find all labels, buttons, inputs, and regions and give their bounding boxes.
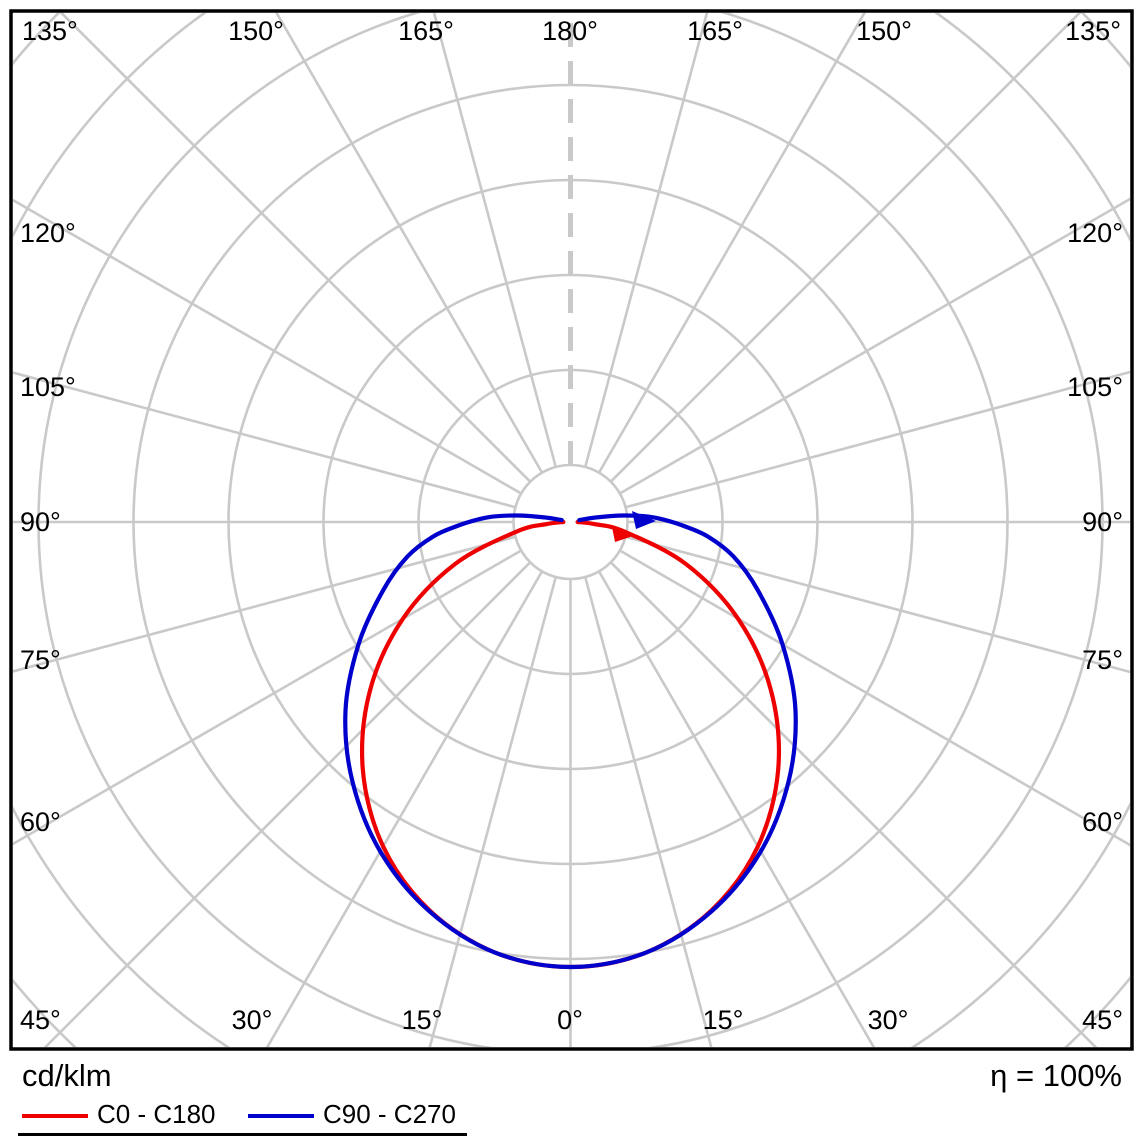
intensity-curves (343, 511, 798, 970)
angle-label: 120° (20, 218, 76, 248)
legend-underline (18, 1133, 467, 1136)
angle-label: 60° (20, 807, 61, 837)
angle-label: 165° (687, 16, 743, 46)
grid-radial-line (13, 198, 522, 495)
angle-label: 90° (20, 507, 61, 537)
angle-label: 15° (703, 1005, 744, 1035)
angle-label: 135° (1065, 16, 1121, 46)
grid-radial-line (59, 13, 532, 483)
grid-radial-line (609, 561, 1098, 1047)
angle-label: 105° (20, 372, 76, 402)
angle-label: 75° (1082, 645, 1123, 675)
grid-radial-line (13, 549, 522, 846)
grid-radial-line (275, 13, 544, 474)
grid-radial-line (432, 13, 558, 468)
grid-radial-line (597, 13, 866, 474)
grid-radial-line (625, 370, 1130, 509)
curve-arrow-c0-icon (612, 527, 636, 542)
grid-radial-line (13, 371, 516, 509)
grid-radial-line (625, 535, 1130, 674)
legend-swatch-c90 (248, 1114, 314, 1118)
angle-label: 15° (402, 1005, 443, 1035)
angle-label: 120° (1067, 218, 1123, 248)
angle-label: 45° (20, 1005, 61, 1035)
grid-radial-line (13, 535, 516, 673)
curve-c90-c270 (343, 513, 798, 970)
efficiency-label: η = 100% (990, 1058, 1122, 1093)
angle-label: 0° (557, 1005, 583, 1035)
legend-label-c90: C90 - C270 (323, 1099, 456, 1129)
legend-label-c0: C0 - C180 (97, 1099, 216, 1129)
angle-label: 90° (1082, 507, 1123, 537)
angle-label: 30° (232, 1005, 273, 1035)
grid-ring (512, 463, 629, 581)
angle-label: 165° (398, 16, 454, 46)
angle-label: 30° (868, 1005, 909, 1035)
angle-label: 60° (1082, 807, 1123, 837)
angle-label: 150° (856, 16, 912, 46)
grid-radial-line (609, 13, 1082, 483)
grid-radial-line (597, 570, 876, 1047)
angle-label: 105° (1067, 372, 1123, 402)
grid-radial-line (43, 561, 532, 1047)
angle-label: 45° (1082, 1005, 1123, 1035)
grid-radial-line (619, 197, 1130, 495)
legend-swatch-c0 (22, 1114, 88, 1118)
grid-radial-line (265, 570, 544, 1047)
angle-label: 75° (20, 645, 61, 675)
grid-radial-line (619, 549, 1130, 847)
angle-label: 180° (542, 16, 598, 46)
grid-radial-line (583, 13, 709, 468)
curve-arrow-c90-icon (632, 511, 656, 529)
angle-label: 135° (22, 16, 78, 46)
plot-border (9, 9, 1134, 1051)
radial-unit-label: cd/klm (22, 1058, 112, 1093)
angle-label: 150° (228, 16, 284, 46)
